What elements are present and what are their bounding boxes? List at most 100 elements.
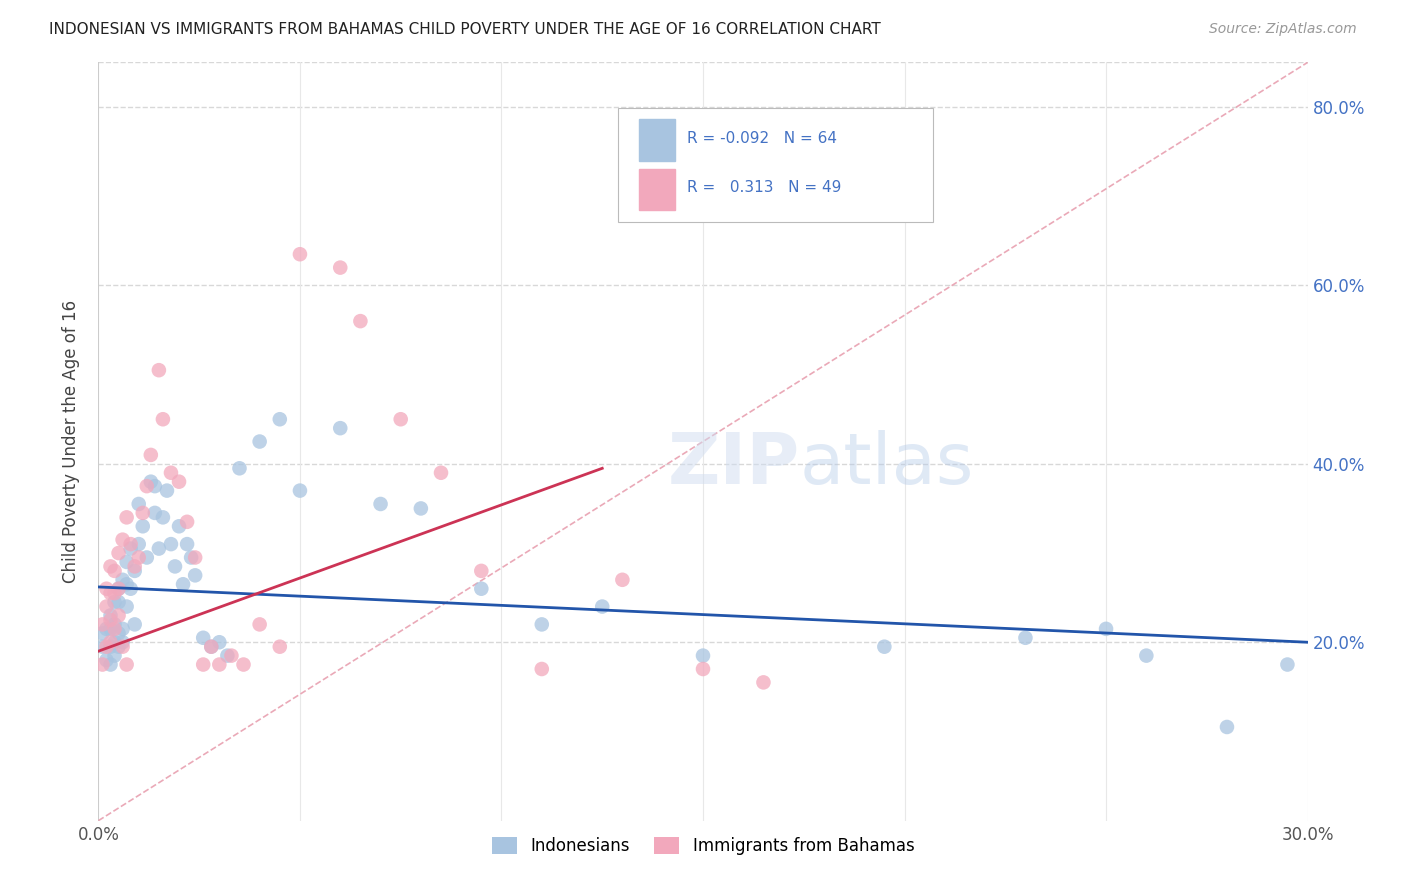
Point [107, 582, 129, 596]
Point [184, 550, 207, 565]
Point [692, 648, 714, 663]
Point [288, 483, 311, 498]
Bar [638, 120, 675, 161]
Point [249, 617, 271, 632]
Text: Source: ZipAtlas.com: Source: ZipAtlas.com [1209, 22, 1357, 37]
Point [91, 657, 114, 672]
Point [832, 145, 855, 159]
Point [184, 568, 207, 582]
Point [370, 497, 392, 511]
Point [100, 635, 122, 649]
Point [873, 640, 896, 654]
Y-axis label: Child Poverty Under the Age of 16: Child Poverty Under the Age of 16 [62, 300, 80, 583]
Legend: Indonesians, Immigrants from Bahamas: Indonesians, Immigrants from Bahamas [485, 830, 921, 862]
Point [111, 622, 134, 636]
Point [103, 617, 125, 632]
Point [148, 363, 170, 377]
Point [107, 595, 129, 609]
Point [91, 626, 114, 640]
Point [115, 657, 138, 672]
Point [100, 608, 122, 623]
Point [152, 510, 174, 524]
Point [120, 537, 142, 551]
Point [180, 550, 202, 565]
Point [96, 653, 118, 667]
FancyBboxPatch shape [619, 108, 932, 221]
Point [103, 648, 125, 663]
Text: INDONESIAN VS IMMIGRANTS FROM BAHAMAS CHILD POVERTY UNDER THE AGE OF 16 CORRELAT: INDONESIAN VS IMMIGRANTS FROM BAHAMAS CH… [49, 22, 882, 37]
Point [1014, 631, 1036, 645]
Point [103, 622, 125, 636]
Point [176, 537, 198, 551]
Point [329, 260, 352, 275]
Point [200, 640, 222, 654]
Point [139, 475, 162, 489]
Point [200, 640, 222, 654]
Point [269, 412, 291, 426]
Point [103, 586, 125, 600]
Point [120, 582, 142, 596]
Point [1095, 622, 1118, 636]
Point [167, 475, 190, 489]
Point [152, 412, 174, 426]
Point [124, 617, 146, 632]
Point [167, 519, 190, 533]
Point [103, 635, 125, 649]
Point [208, 635, 231, 649]
Point [115, 510, 138, 524]
Point [115, 599, 138, 614]
Point [1216, 720, 1239, 734]
Point [176, 515, 198, 529]
Point [128, 537, 150, 551]
Point [100, 657, 122, 672]
Point [470, 564, 492, 578]
Point [132, 519, 155, 533]
Point [752, 675, 775, 690]
Point [232, 657, 254, 672]
Point [228, 461, 250, 475]
Point [115, 555, 138, 569]
Point [208, 657, 231, 672]
Point [100, 640, 122, 654]
Point [193, 657, 215, 672]
Point [591, 599, 613, 614]
Point [269, 640, 291, 654]
Point [111, 533, 134, 547]
Text: atlas: atlas [800, 430, 974, 499]
Point [135, 550, 157, 565]
Point [96, 622, 118, 636]
Point [107, 640, 129, 654]
Point [111, 640, 134, 654]
Point [115, 577, 138, 591]
Point [160, 466, 183, 480]
Point [470, 582, 492, 596]
Point [100, 622, 122, 636]
Point [111, 635, 134, 649]
Point [96, 582, 118, 596]
Point [329, 421, 352, 435]
Point [288, 247, 311, 261]
Point [107, 546, 129, 560]
Point [120, 541, 142, 556]
Point [1277, 657, 1299, 672]
Point [160, 537, 183, 551]
Point [128, 550, 150, 565]
Point [91, 617, 114, 632]
Point [172, 577, 194, 591]
Point [124, 564, 146, 578]
Point [124, 559, 146, 574]
Text: ZIP: ZIP [668, 430, 800, 499]
Point [163, 559, 186, 574]
Point [107, 582, 129, 596]
Point [692, 662, 714, 676]
Point [143, 506, 166, 520]
Point [530, 662, 553, 676]
Bar [638, 169, 675, 211]
Point [91, 640, 114, 654]
Point [132, 506, 155, 520]
Point [111, 573, 134, 587]
Text: R =   0.313   N = 49: R = 0.313 N = 49 [688, 180, 842, 195]
Point [143, 479, 166, 493]
Point [103, 595, 125, 609]
Point [249, 434, 271, 449]
